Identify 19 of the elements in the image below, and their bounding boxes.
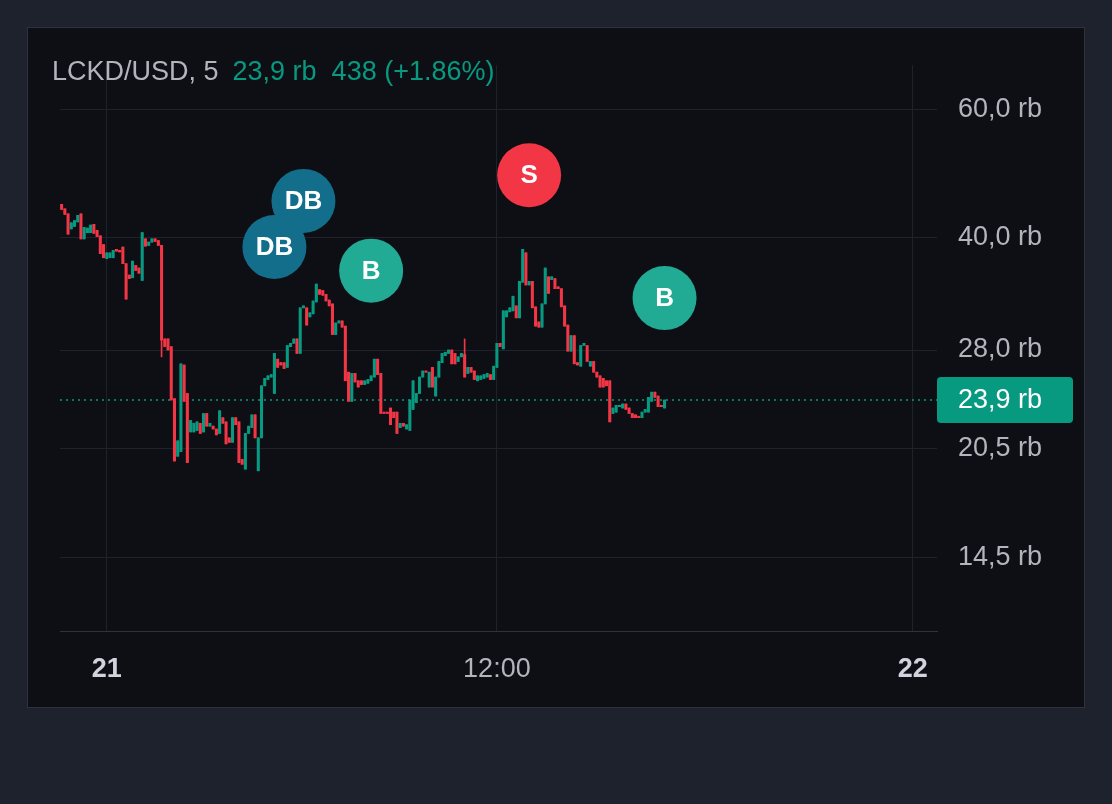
y-tick-label: 60,0 rb: [958, 92, 1043, 123]
y-tick-label: 14,5 rb: [958, 541, 1043, 572]
ref-line-label: 23,9 rb: [958, 384, 1043, 415]
text: B: [655, 282, 674, 313]
text: DB: [284, 185, 323, 216]
y-tick-label: 20,5 rb: [958, 431, 1043, 462]
y-tick-label: 40,0 rb: [958, 220, 1043, 251]
point: [632, 266, 697, 331]
point: [497, 143, 562, 208]
series-label: DB: [255, 231, 294, 262]
x-tick-label: 21: [91, 652, 122, 683]
series-label: B: [361, 254, 381, 285]
chart-title: LCKD/USD, 5: [52, 56, 219, 86]
y-tick-label: 28,0 rb: [958, 333, 1043, 364]
chart-subtitle: 23,9 rb 438 (+1.86%): [232, 56, 495, 86]
point: [339, 238, 404, 303]
x-tick-label: 22: [897, 652, 928, 683]
series-label: S: [520, 159, 538, 190]
x-tick-label: 12:00: [463, 652, 531, 683]
